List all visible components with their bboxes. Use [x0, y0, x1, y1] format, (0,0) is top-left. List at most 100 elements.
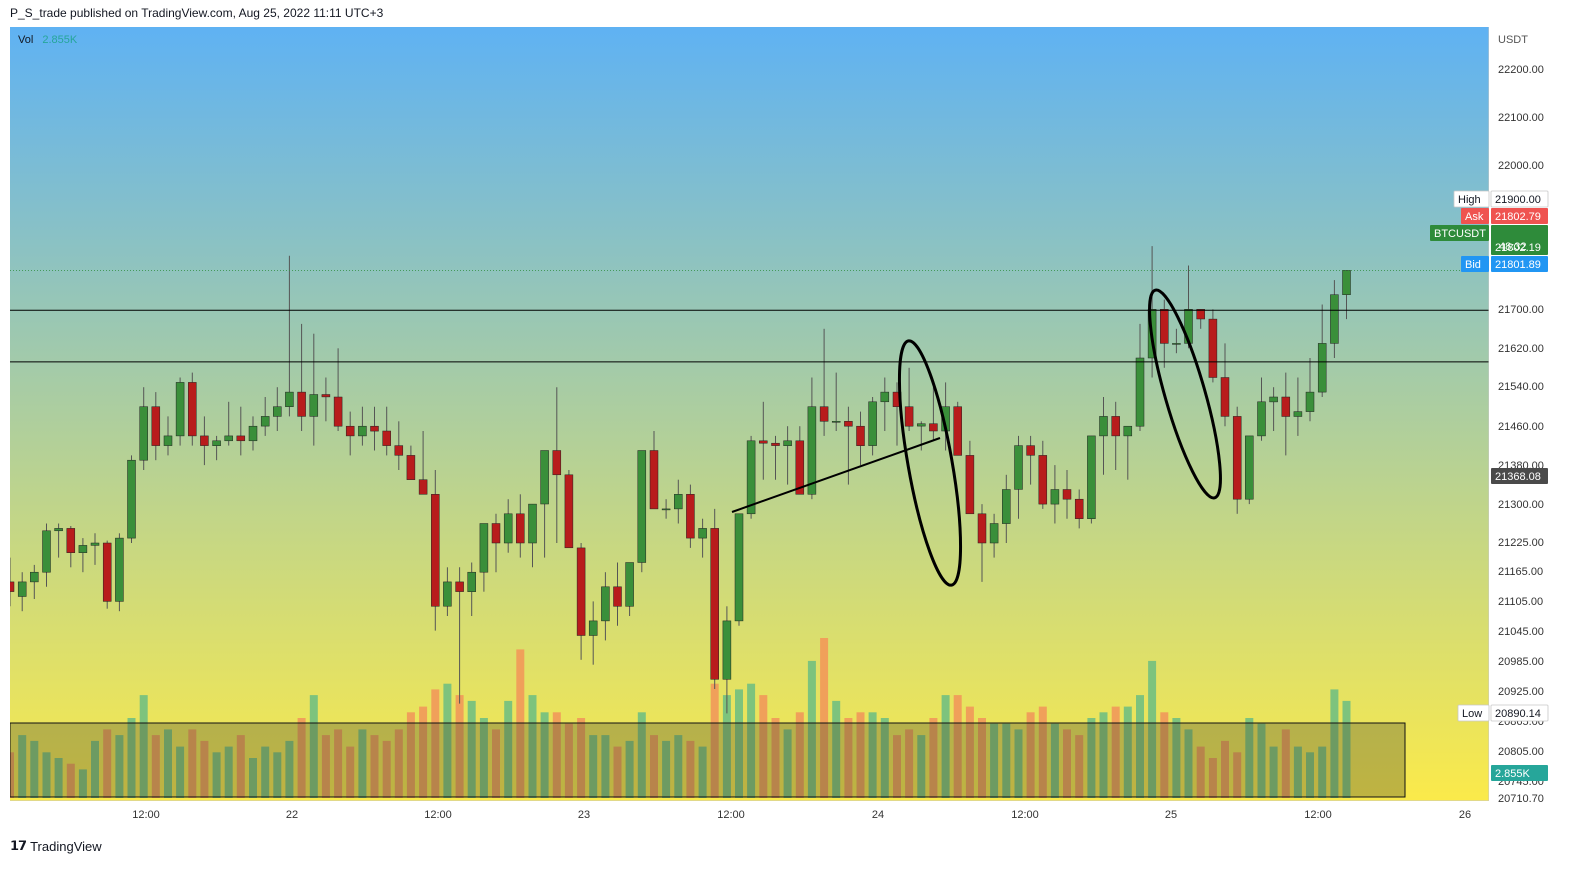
candle-body [406, 455, 416, 480]
candle-body [917, 423, 926, 427]
ellipse-annotation-2[interactable] [1136, 285, 1234, 504]
candle-body [479, 523, 489, 573]
volume-bar [552, 712, 561, 798]
candle-body [637, 450, 647, 563]
price-tick-label: 21700.00 [1498, 304, 1544, 316]
high-value-bg [1490, 190, 1549, 208]
volume-bar [443, 683, 452, 798]
candle-body [868, 401, 877, 446]
bid-label: Bid [1465, 259, 1481, 271]
candle-body [722, 620, 732, 680]
candle-body [224, 435, 233, 442]
volume-bar [200, 740, 209, 798]
publish-header: P_S_trade published on TradingView.com, … [10, 6, 384, 20]
volume-bar [868, 712, 877, 798]
candle-body [1269, 396, 1278, 403]
volume-bar [577, 718, 586, 798]
candle-body [151, 406, 161, 446]
volume-bar [698, 746, 707, 798]
volume-bar [710, 683, 719, 798]
candle-body [1257, 401, 1266, 437]
candle-body [102, 542, 112, 602]
price-tick-label: 21045.00 [1498, 626, 1544, 638]
candle-body [309, 394, 319, 417]
low-value-bg [1490, 704, 1549, 722]
candle-body [1245, 435, 1254, 500]
volume-bar [637, 712, 646, 798]
price-tick-label: 21165.00 [1498, 566, 1543, 578]
candle-body [588, 620, 598, 636]
candle-body [1232, 416, 1242, 500]
volume-bar [1087, 718, 1096, 798]
volume-bar [771, 718, 780, 798]
volume-bar [1050, 723, 1059, 798]
candle-body [260, 416, 270, 427]
volume-bar [370, 735, 379, 798]
candle-body [1074, 498, 1084, 519]
candle-body [503, 513, 513, 544]
time-axis-bg [10, 801, 1489, 828]
volume-bar [820, 638, 829, 798]
price-tick-label: 20710.70 [1498, 793, 1544, 805]
time-axis-ticks[interactable]: 12:00 22 12:00 23 12:00 24 12:00 25 12:00 26 [132, 809, 1471, 821]
candle-body [686, 494, 695, 539]
candle-body [1026, 445, 1035, 456]
volume-bar [1221, 740, 1229, 798]
candle-body [929, 423, 938, 432]
price-tick-label: 22200.00 [1498, 64, 1544, 76]
volume-bar [176, 746, 185, 798]
volume-bar [127, 718, 136, 798]
volume-bar [953, 695, 962, 798]
volume-bar [735, 689, 743, 798]
time-tick-label: 22 [286, 809, 298, 821]
volume-bar [1063, 729, 1071, 798]
candle-body [880, 391, 890, 403]
low-value: 20890.14 [1495, 708, 1541, 720]
volume-bar [747, 683, 756, 798]
candle-body [163, 435, 173, 446]
volume-bar [941, 695, 950, 798]
ellipse-annotation-1[interactable] [887, 337, 973, 589]
volume-bar [139, 695, 148, 798]
candlestick-chart[interactable]: USDT 22200.00 22100.00 22000.00 21900.00 217… [10, 27, 1550, 828]
candle-body [783, 440, 792, 446]
volume-bar [1281, 729, 1290, 798]
candle-body [54, 528, 63, 532]
candle-body [236, 435, 246, 442]
candle-body [1135, 357, 1145, 427]
candle-body [759, 440, 768, 444]
volume-bar [650, 735, 658, 798]
volume-bar [686, 740, 695, 798]
volume-bar [905, 729, 914, 798]
footer-brand[interactable]: 𝟭𝟳 TradingView [10, 838, 102, 854]
chart-area[interactable]: USDT 22200.00 22100.00 22000.00 21900.00 217… [10, 27, 1550, 828]
low-label-bg [1457, 704, 1490, 722]
candle-body [115, 537, 124, 602]
volume-bar [1002, 723, 1011, 798]
high-label: High [1458, 194, 1481, 206]
volume-bar [528, 695, 537, 798]
volume-bar [1184, 729, 1193, 798]
candle-body [285, 391, 294, 407]
volume-bar [309, 695, 318, 798]
symbol-value-bg [1491, 225, 1548, 255]
candle-body [528, 503, 537, 544]
price-tick-label: 21225.00 [1498, 537, 1544, 549]
candle-body [807, 406, 817, 495]
volume-bar [1014, 729, 1023, 798]
candle-body [1317, 343, 1327, 393]
time-tick-label: 23 [578, 809, 590, 821]
volume-bar [1172, 718, 1181, 798]
volume-bar [1148, 660, 1157, 798]
time-tick-label: 12:00 [1011, 809, 1039, 821]
candle-body [625, 562, 634, 607]
volume-bar [103, 729, 112, 798]
price-tick-label: 21105.00 [1498, 596, 1543, 608]
price-tick-label: 21300.00 [1498, 499, 1544, 511]
volume-legend[interactable]: Vol 2.855K [18, 34, 77, 46]
candle-body [989, 523, 999, 544]
candle-body [491, 523, 501, 544]
volume-bar [321, 735, 330, 798]
candle-body [1038, 455, 1048, 505]
candle-body [831, 421, 841, 423]
